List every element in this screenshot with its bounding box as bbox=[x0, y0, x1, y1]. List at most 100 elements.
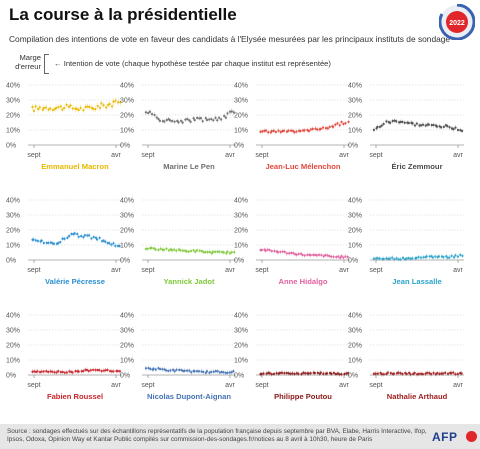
data-point bbox=[220, 250, 224, 254]
data-point bbox=[297, 252, 300, 256]
data-point bbox=[295, 253, 298, 256]
data-point bbox=[63, 371, 66, 374]
data-point bbox=[417, 372, 421, 376]
data-point bbox=[320, 253, 323, 257]
page-subtitle: Compilation des intentions de vote en fa… bbox=[9, 34, 451, 44]
y-tick-label: 20% bbox=[234, 113, 248, 120]
data-point bbox=[148, 110, 152, 113]
data-point bbox=[200, 249, 203, 253]
candidate-name: Anne Hidalgo bbox=[279, 277, 328, 286]
data-point bbox=[201, 120, 204, 123]
y-tick-label: 40% bbox=[6, 83, 20, 90]
data-point bbox=[79, 235, 83, 238]
data-point bbox=[391, 119, 394, 123]
data-point bbox=[167, 249, 171, 252]
data-point bbox=[169, 369, 172, 372]
data-point bbox=[299, 129, 302, 133]
data-point bbox=[342, 122, 345, 126]
data-point bbox=[280, 371, 284, 374]
data-point bbox=[276, 251, 280, 254]
data-point bbox=[226, 250, 229, 253]
data-point bbox=[278, 371, 282, 375]
data-point bbox=[92, 235, 95, 239]
y-tick-label: 0% bbox=[348, 373, 358, 380]
y-tick-label: 20% bbox=[348, 113, 362, 120]
data-point bbox=[40, 239, 43, 242]
data-point bbox=[403, 121, 406, 124]
data-point bbox=[59, 370, 63, 374]
data-point bbox=[195, 370, 199, 373]
data-point bbox=[53, 371, 56, 374]
x-tick-label: avr bbox=[225, 382, 235, 389]
data-point bbox=[401, 120, 404, 124]
source-note: Source : sondages effectués sur des écha… bbox=[7, 428, 427, 444]
data-point bbox=[315, 254, 319, 257]
data-point bbox=[264, 129, 268, 132]
data-point bbox=[49, 107, 52, 110]
data-point bbox=[409, 373, 412, 376]
y-tick-label: 40% bbox=[348, 83, 362, 90]
data-point bbox=[173, 120, 176, 123]
chart-panel: 0% 10% 20% 30% 40% sept avr Anne Hidalgo bbox=[234, 198, 350, 286]
data-point bbox=[419, 372, 423, 375]
data-point bbox=[150, 112, 154, 116]
y-tick-label: 20% bbox=[234, 343, 248, 350]
x-tick-label: sept bbox=[255, 382, 268, 389]
data-point bbox=[344, 122, 347, 125]
data-point bbox=[38, 370, 42, 374]
afp-logo-dot bbox=[466, 431, 477, 442]
x-tick-label: sept bbox=[255, 152, 268, 159]
y-tick-label: 30% bbox=[120, 328, 134, 335]
data-point bbox=[459, 253, 462, 257]
data-point bbox=[326, 254, 329, 257]
y-tick-label: 40% bbox=[6, 313, 20, 320]
data-point bbox=[47, 241, 50, 245]
data-point bbox=[428, 371, 431, 375]
data-point bbox=[456, 372, 459, 376]
data-point bbox=[385, 120, 388, 123]
data-point bbox=[417, 256, 420, 259]
data-point bbox=[273, 249, 276, 253]
data-point bbox=[293, 372, 296, 375]
y-tick-label: 30% bbox=[348, 213, 362, 220]
data-point bbox=[100, 369, 103, 373]
data-point bbox=[303, 254, 306, 257]
data-point bbox=[108, 242, 111, 245]
data-point bbox=[186, 117, 189, 121]
y-tick-label: 20% bbox=[348, 343, 362, 350]
data-point bbox=[225, 252, 228, 255]
data-point bbox=[324, 126, 328, 130]
data-point bbox=[460, 372, 463, 375]
data-point bbox=[421, 372, 425, 376]
data-point bbox=[405, 372, 408, 376]
data-point bbox=[427, 123, 430, 126]
y-tick-label: 10% bbox=[6, 128, 20, 135]
data-point bbox=[212, 370, 215, 373]
data-point bbox=[172, 248, 176, 251]
data-point bbox=[438, 372, 441, 375]
chart-panel: 0% 10% 20% 30% 40% sept avr Valérie Pécresse bbox=[6, 198, 122, 286]
x-tick-label: sept bbox=[369, 152, 382, 159]
x-tick-label: sept bbox=[369, 267, 382, 274]
data-point bbox=[264, 249, 267, 252]
data-point bbox=[233, 251, 236, 254]
x-tick-label: avr bbox=[111, 382, 121, 389]
data-point bbox=[267, 131, 270, 134]
data-point bbox=[342, 256, 345, 259]
data-point bbox=[262, 372, 265, 375]
data-point bbox=[295, 130, 298, 133]
data-point bbox=[178, 368, 181, 372]
data-point bbox=[297, 372, 300, 375]
data-point bbox=[446, 124, 449, 128]
data-point bbox=[34, 239, 37, 242]
data-point bbox=[112, 242, 115, 245]
data-point bbox=[260, 372, 263, 376]
data-point bbox=[85, 368, 89, 372]
data-point bbox=[346, 255, 349, 259]
data-point bbox=[424, 124, 427, 127]
data-point bbox=[436, 371, 439, 375]
y-tick-label: 20% bbox=[6, 228, 20, 235]
data-point bbox=[300, 372, 303, 376]
y-tick-label: 20% bbox=[6, 113, 20, 120]
y-tick-label: 40% bbox=[348, 313, 362, 320]
